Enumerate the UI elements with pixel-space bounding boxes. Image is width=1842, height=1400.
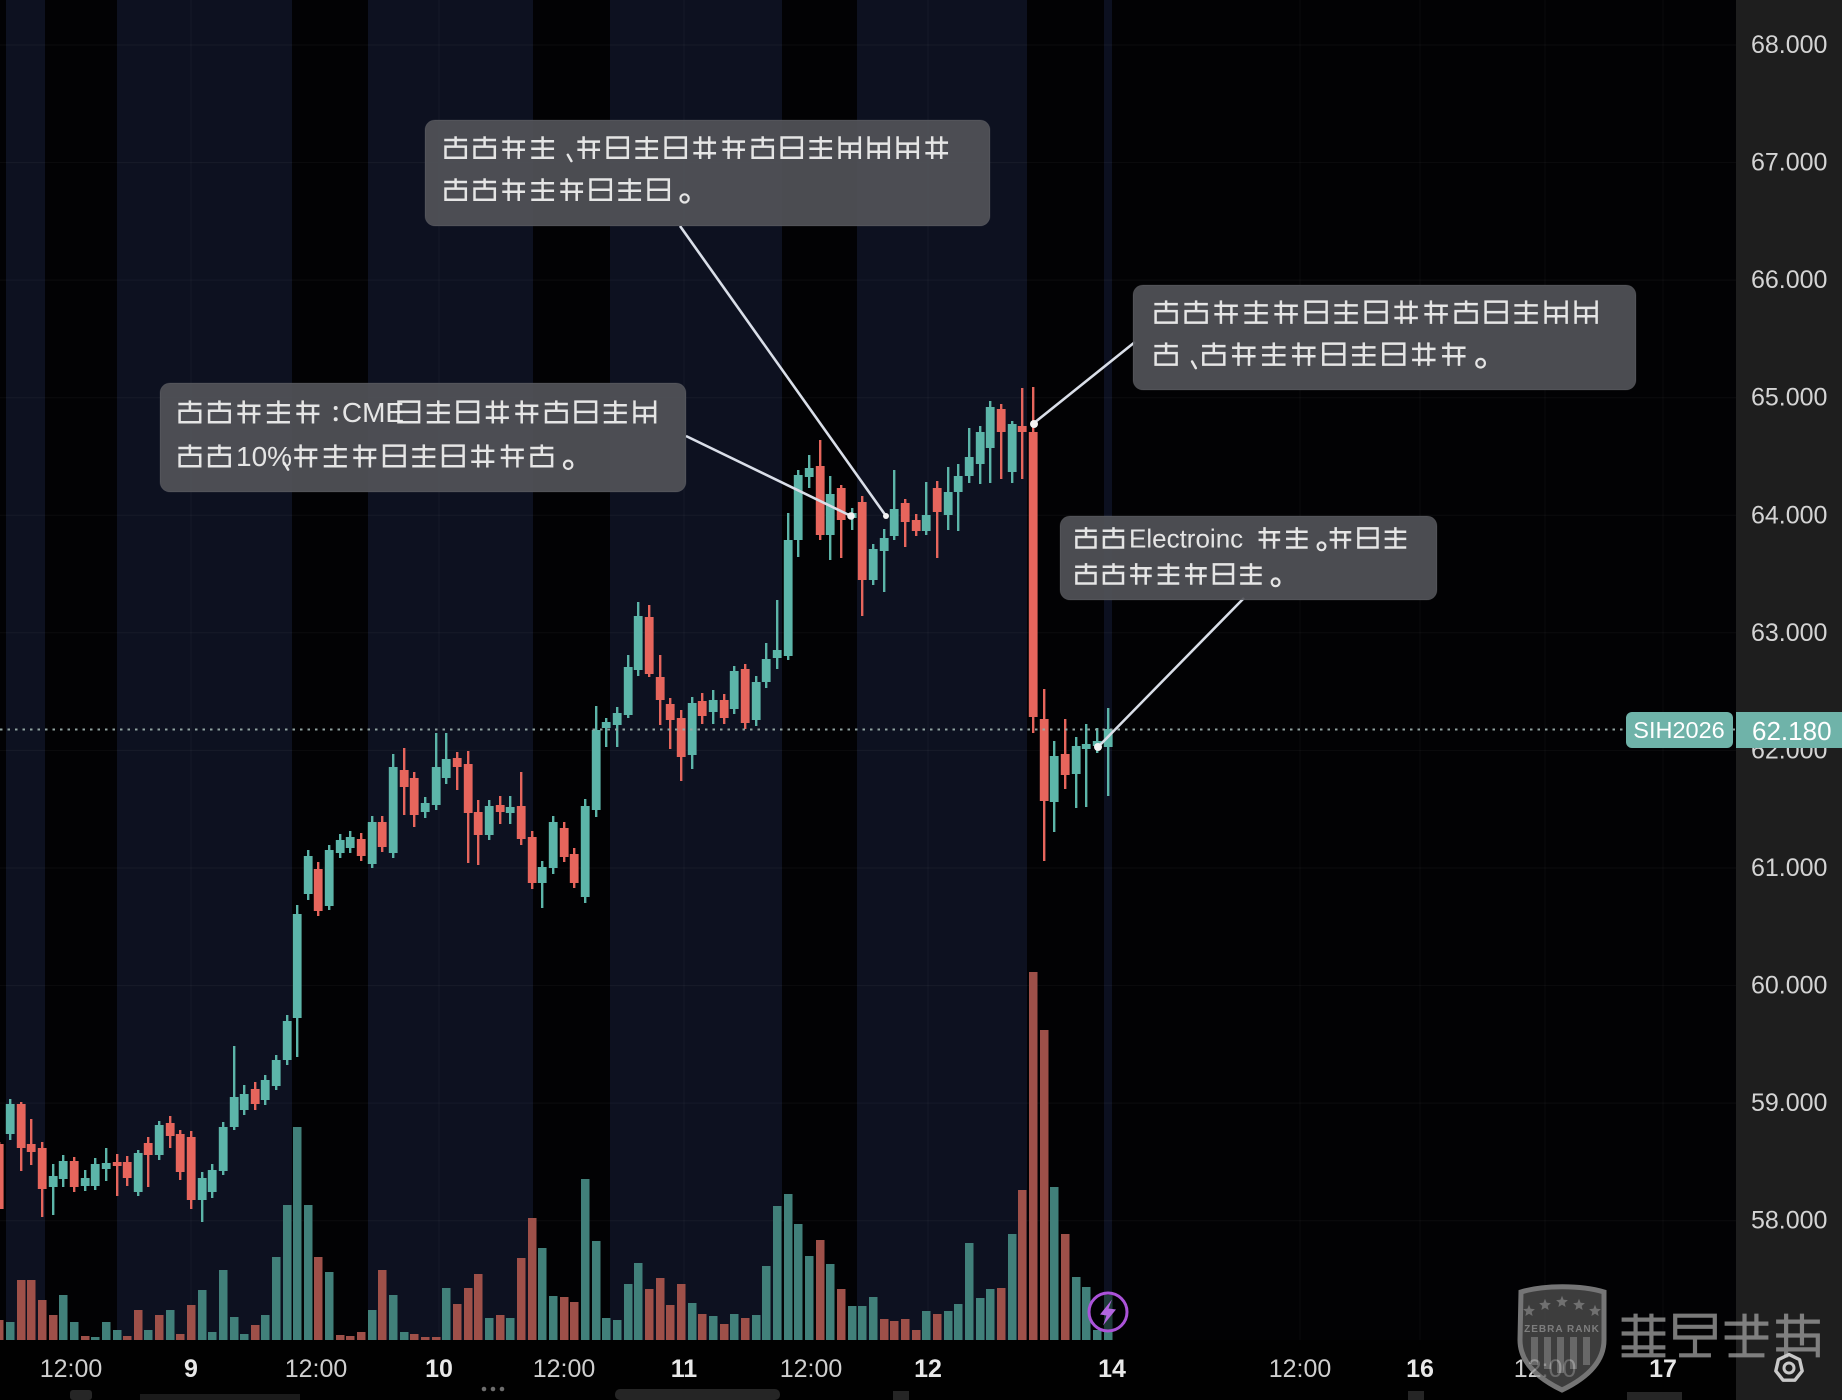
svg-text:ZEBRA RANK: ZEBRA RANK — [1524, 1324, 1600, 1335]
svg-text:62.180: 62.180 — [1752, 716, 1832, 746]
svg-text:10: 10 — [425, 1355, 453, 1383]
svg-text:58.000: 58.000 — [1751, 1207, 1827, 1235]
svg-text:63.000: 63.000 — [1751, 619, 1827, 647]
svg-text:17: 17 — [1649, 1355, 1677, 1383]
svg-text:12:00: 12:00 — [285, 1355, 348, 1383]
svg-text:64.000: 64.000 — [1751, 501, 1827, 529]
svg-text:11: 11 — [671, 1355, 698, 1383]
svg-text:12:00: 12:00 — [1269, 1355, 1332, 1383]
svg-text:SIH2026: SIH2026 — [1633, 717, 1724, 743]
svg-text:60.000: 60.000 — [1751, 972, 1827, 1000]
svg-text:68.000: 68.000 — [1751, 31, 1827, 59]
svg-text:66.000: 66.000 — [1751, 266, 1827, 294]
svg-text:12:00: 12:00 — [40, 1355, 103, 1383]
svg-text:12:00: 12:00 — [780, 1355, 843, 1383]
svg-text:16: 16 — [1406, 1355, 1434, 1383]
svg-text:9: 9 — [184, 1355, 198, 1383]
svg-text:61.000: 61.000 — [1751, 854, 1827, 882]
svg-text:CME: CME — [342, 397, 404, 428]
svg-text:12:00: 12:00 — [533, 1355, 596, 1383]
svg-text:65.000: 65.000 — [1751, 384, 1827, 412]
svg-text:12: 12 — [914, 1355, 942, 1383]
svg-text:Electroinc: Electroinc — [1129, 523, 1243, 553]
svg-text:10%: 10% — [236, 441, 292, 472]
svg-text:14: 14 — [1098, 1355, 1126, 1383]
svg-text:59.000: 59.000 — [1751, 1089, 1827, 1117]
svg-text:67.000: 67.000 — [1751, 149, 1827, 177]
